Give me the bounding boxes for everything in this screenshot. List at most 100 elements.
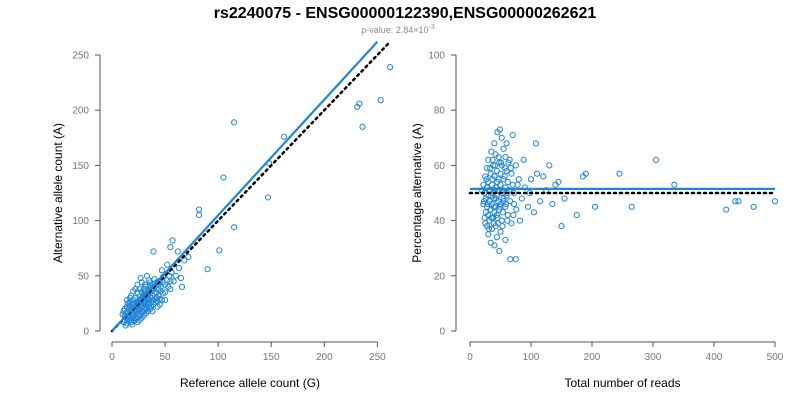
chart-1-data-point-30	[488, 181, 496, 188]
chart-0-y-tick-label-0: 0	[83, 327, 89, 338]
chart-1-data-point-7	[488, 148, 495, 155]
chart-0-data-point-105	[137, 274, 144, 282]
chart-0-x-tick-label-0: 0	[109, 352, 115, 363]
chart-0-data-point-14	[216, 247, 223, 254]
chart-1-data-point-122	[489, 176, 496, 183]
chart-1-data-point-111	[520, 156, 527, 163]
chart-1-data-point-25	[515, 176, 522, 183]
chart-0-x-axis-label: Reference allele count (G)	[180, 376, 320, 390]
chart-0-data-point-103	[177, 274, 185, 282]
chart-1-data-point-36	[521, 184, 529, 191]
chart-1-data-point-6	[500, 145, 507, 152]
chart-1-data-point-116	[540, 173, 547, 180]
chart-1-data-point-141	[501, 165, 508, 172]
chart-0-reference-line	[110, 40, 392, 333]
chart-1-data-point-137	[489, 156, 496, 163]
chart-1-y-axis-label: Percentage alternative (A)	[410, 123, 424, 262]
chart-1-data-point-79	[497, 228, 504, 235]
chart-1-data-point-113	[514, 181, 521, 188]
chart-1-data-point-28	[504, 178, 511, 186]
chart-0-data-point-0	[230, 119, 238, 126]
chart-1-data-point-140	[498, 159, 505, 166]
chart-1-data-point-139	[495, 154, 502, 161]
chart-1-data-point-85	[496, 247, 503, 255]
chart-1-data-point-104	[723, 206, 730, 213]
chart-0-x-tick-label-4: 200	[316, 352, 333, 363]
chart-1-data-point-5	[491, 140, 498, 147]
chart-0-data-point-16	[174, 248, 181, 255]
chart-1-y-tick-label-1: 20	[434, 271, 446, 282]
chart-1-data-point-120	[483, 176, 490, 183]
chart-0-fit-line	[111, 41, 379, 332]
chart-1-data-point-92	[543, 187, 550, 194]
chart-1-data-point-115	[530, 209, 538, 216]
chart-0-x-tick-label-2: 100	[210, 352, 227, 363]
chart-1-data-point-81	[493, 234, 500, 241]
chart-1-data-point-105	[732, 198, 739, 205]
chart-title: rs2240075 - ENSG00000122390,ENSG00000262…	[214, 5, 597, 22]
chart-0-x-tick-label-3: 150	[263, 352, 280, 363]
chart-1-data-point-131	[490, 203, 497, 210]
chart-0-data-point-11	[195, 211, 203, 219]
chart-1-x-axis-label: Total number of reads	[564, 376, 680, 390]
chart-1-data-point-98	[582, 170, 590, 177]
chart-0-data-point-4	[377, 97, 384, 104]
chart-0-data-point-84	[122, 322, 129, 329]
chart-1-data-point-84	[491, 242, 498, 249]
chart-0-data-point-19	[167, 243, 174, 251]
chart-1-data-point-109	[527, 176, 535, 183]
chart-0-data-point-102	[172, 272, 179, 279]
chart-0-data-point-21	[175, 264, 182, 272]
chart-0-data-point-111	[132, 285, 139, 293]
chart-1-data-point-80	[485, 231, 492, 238]
chart-1-data-point-90	[532, 140, 539, 147]
chart-1-data-point-101	[628, 203, 635, 210]
chart-0-y-tick-label-3: 150	[72, 161, 89, 172]
chart-1-data-point-11	[485, 156, 492, 163]
chart-0-y-axis-label: Alternative allele count (A)	[51, 123, 65, 263]
chart-1-data-point-50	[500, 195, 507, 202]
chart-0-data-point-10	[195, 206, 203, 213]
chart-0-y-tick-label-1: 50	[78, 271, 90, 282]
chart-1-data-point-126	[501, 173, 508, 180]
chart-1-data-point-102	[652, 156, 660, 163]
chart-1-data-point-148	[494, 214, 501, 221]
left-scatter-panel: 0 50 100 150 200 250 0 50 100 150 200 250 Reference …	[51, 40, 394, 390]
chart-0-data-point-106	[143, 272, 151, 279]
chart-1-data-point-103	[671, 181, 678, 188]
chart-1-data-point-78	[488, 225, 496, 232]
chart-1-data-point-100	[616, 170, 623, 177]
chart-1-data-point-99	[591, 203, 599, 210]
chart-0-data-point-13	[204, 266, 211, 273]
chart-1-x-tick-label-1: 100	[523, 352, 540, 363]
chart-1-data-point-129	[484, 200, 491, 208]
chart-0-data-point-117	[119, 311, 126, 318]
chart-1-data-point-20	[497, 170, 504, 177]
chart-0-data-point-101	[170, 278, 177, 285]
chart-0-y-tick-label-4: 200	[72, 106, 89, 117]
chart-0-data-point-3	[387, 64, 394, 71]
chart-0-data-point-20	[164, 261, 171, 268]
chart-1-data-point-146	[488, 214, 495, 221]
chart-1-data-point-135	[502, 200, 510, 208]
chart-1-data-point-88	[534, 170, 541, 177]
chart-0-data-point-176	[150, 248, 157, 255]
chart-1-data-point-4	[509, 131, 516, 139]
chart-1-data-point-87	[512, 256, 519, 263]
chart-1-y-tick-label-5: 100	[428, 51, 445, 62]
chart-1-data-point-144	[482, 220, 489, 227]
chart-0-data-point-12	[230, 224, 238, 231]
chart-1-x-tick-label-5: 500	[767, 352, 784, 363]
chart-1-y-tick-label-2: 40	[434, 216, 446, 227]
chart-0-data-point-175	[129, 314, 136, 321]
chart-1-x-tick-label-2: 200	[584, 352, 601, 363]
chart-1-data-point-106	[735, 198, 742, 205]
chart-1-data-point-31	[497, 181, 504, 188]
chart-1-data-point-16	[483, 165, 491, 172]
chart-1-data-point-133	[496, 203, 503, 210]
chart-0-y-tick-label-5: 250	[72, 51, 89, 62]
chart-1-data-point-127	[504, 189, 511, 197]
chart-1-data-point-147	[490, 220, 497, 227]
